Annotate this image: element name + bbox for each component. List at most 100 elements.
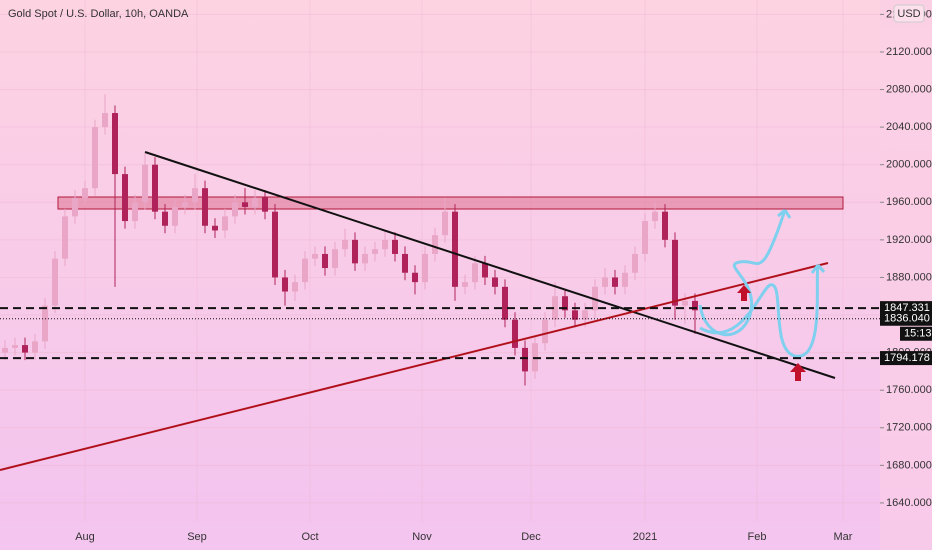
candle-body — [482, 263, 488, 278]
candle-body — [282, 277, 288, 292]
candle-body — [32, 341, 38, 353]
candle-body — [512, 319, 518, 348]
price-tag — [880, 301, 932, 316]
trendline-up — [0, 262, 829, 471]
candle-body — [682, 300, 688, 306]
arrow-up-2 — [790, 363, 806, 381]
candle-body — [382, 239, 388, 250]
price-lines — [0, 307, 880, 360]
price-tag — [880, 311, 932, 326]
y-tick-label: 2000.000 — [886, 159, 932, 171]
x-tick-label: Sep — [187, 531, 207, 543]
candle-body — [12, 345, 18, 348]
price-tag — [880, 351, 932, 366]
time-axis — [0, 522, 880, 550]
x-tick-label: Mar — [834, 531, 853, 543]
candle-body — [162, 211, 168, 226]
candle-body — [122, 174, 128, 222]
candle-body — [332, 249, 338, 269]
candle-body — [522, 347, 528, 372]
candle-body — [452, 211, 458, 287]
candle-body — [362, 253, 368, 264]
price-tag-label: 1836.040 — [884, 313, 930, 325]
candle-body — [302, 258, 308, 283]
candle-body — [652, 211, 658, 222]
candle-body — [222, 216, 228, 231]
candle-body — [672, 239, 678, 306]
y-tick-label: 1920.000 — [886, 234, 932, 246]
y-tick-label: 1760.000 — [886, 384, 932, 396]
candle-body — [192, 188, 198, 203]
candle-body — [552, 296, 558, 320]
candle-body — [622, 272, 628, 287]
candle-body — [82, 188, 88, 198]
candle-body — [242, 202, 248, 207]
candle-body — [182, 202, 188, 207]
countdown-label: 15:13 — [904, 328, 932, 340]
currency-label[interactable]: USD — [897, 8, 920, 20]
candle-body — [372, 249, 378, 254]
y-tick-label: 2040.000 — [886, 121, 932, 133]
price-tag-label: 1847.331 — [884, 302, 930, 314]
candle-body — [272, 211, 278, 278]
candle-body — [472, 263, 478, 283]
countdown-tag — [900, 326, 932, 341]
candle-body — [142, 164, 148, 203]
candle-body — [132, 202, 138, 222]
price-tag-label: 1794.178 — [884, 352, 930, 364]
y-tick-label: 1720.000 — [886, 422, 932, 434]
arrow-up-1 — [737, 285, 751, 301]
candle-body — [632, 253, 638, 273]
candle-body — [292, 282, 298, 292]
candle-body — [172, 206, 178, 226]
candle-body — [342, 239, 348, 250]
projection-arrow-2 — [810, 264, 826, 274]
candle-body — [202, 188, 208, 226]
price-axis — [880, 0, 932, 550]
candle-body — [612, 277, 618, 287]
candle-body — [602, 277, 608, 287]
x-tick-label: Nov — [412, 531, 432, 543]
candle-body — [252, 197, 258, 207]
candle-body — [432, 235, 438, 254]
y-tick-label: 1960.000 — [886, 196, 932, 208]
trendline-down — [144, 151, 836, 379]
projection-arrow — [777, 208, 792, 219]
candle-body — [442, 211, 448, 236]
candle-body — [502, 286, 508, 320]
axes: 1640.0001680.0001720.0001760.0001800.000… — [75, 8, 932, 543]
candle-body — [42, 305, 48, 342]
candle-body — [642, 221, 648, 254]
candle-body — [312, 253, 318, 259]
candle-body — [2, 347, 8, 353]
candle-body — [582, 310, 588, 320]
candle-body — [402, 253, 408, 273]
y-tick-label: 1680.000 — [886, 459, 932, 471]
candle-body — [62, 216, 68, 259]
candle-body — [232, 202, 238, 217]
candle-body — [152, 164, 158, 212]
candle-body — [412, 272, 418, 283]
candle-body — [92, 127, 98, 189]
candle-body — [52, 258, 58, 306]
candle-body — [212, 225, 218, 231]
x-tick-label: 2021 — [633, 531, 657, 543]
x-tick-label: Oct — [301, 531, 318, 543]
candle-body — [22, 345, 28, 353]
candle-body — [322, 253, 328, 269]
candle-body — [542, 319, 548, 344]
x-tick-label: Aug — [75, 531, 95, 543]
x-tick-label: Dec — [521, 531, 541, 543]
candle-body — [462, 282, 468, 287]
candle-body — [492, 277, 498, 287]
projection-path — [698, 209, 787, 337]
candle-body — [692, 300, 698, 311]
x-tick-label: Feb — [748, 531, 767, 543]
candle-body — [352, 239, 358, 264]
y-tick-label: 2080.000 — [886, 83, 932, 95]
candles — [2, 94, 698, 386]
currency-button[interactable] — [893, 4, 925, 23]
